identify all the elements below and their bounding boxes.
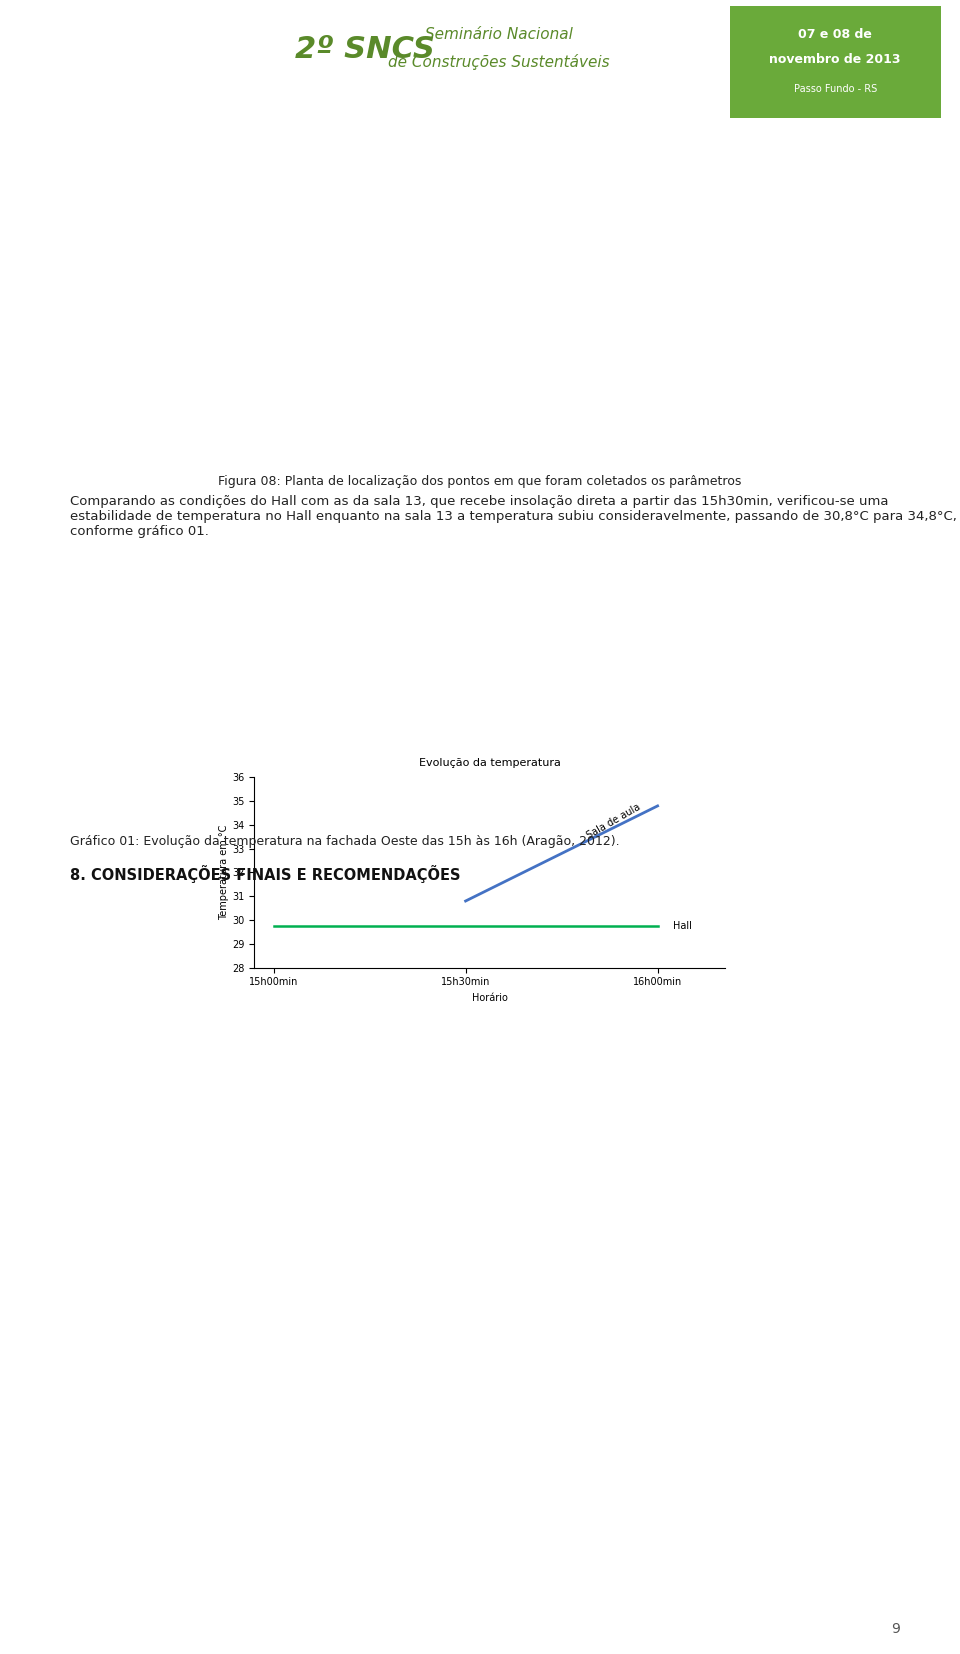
Text: Sala de aula: Sala de aula [585, 802, 642, 842]
FancyBboxPatch shape [730, 7, 941, 117]
Text: de Construções Sustentáveis: de Construções Sustentáveis [389, 55, 610, 69]
Text: 8. CONSIDERAÇÕES FINAIS E RECOMENDAÇÕES: 8. CONSIDERAÇÕES FINAIS E RECOMENDAÇÕES [70, 865, 461, 883]
Y-axis label: Temperatura em °C: Temperatura em °C [220, 825, 229, 920]
Text: Gráfico 01: Evolução da temperatura na fachada Oeste das 15h às 16h (Aragão, 201: Gráfico 01: Evolução da temperatura na f… [70, 835, 619, 849]
Text: 2º SNCS: 2º SNCS [295, 35, 435, 65]
X-axis label: Horário: Horário [471, 992, 508, 1002]
Text: Seminário Nacional: Seminário Nacional [425, 26, 573, 43]
Text: 9: 9 [891, 1623, 900, 1636]
Text: ESTAMOS DESENVOLVENDO PRÁTICAS MAIS SUSTENTÁVEIS?: ESTAMOS DESENVOLVENDO PRÁTICAS MAIS SUST… [104, 134, 434, 144]
Text: Hall: Hall [673, 921, 692, 931]
Text: Passo Fundo - RS: Passo Fundo - RS [794, 84, 876, 94]
Text: Figura 08: Planta de localização dos pontos em que foram coletados os parâmetros: Figura 08: Planta de localização dos pon… [218, 475, 742, 488]
Text: 07 e 08 de: 07 e 08 de [799, 28, 872, 41]
Text: Comparando as condições do Hall com as da sala 13, que recebe insolação direta a: Comparando as condições do Hall com as d… [70, 495, 957, 538]
Text: Evolução da temperatura: Evolução da temperatura [419, 758, 561, 767]
Text: novembro de 2013: novembro de 2013 [770, 53, 900, 66]
